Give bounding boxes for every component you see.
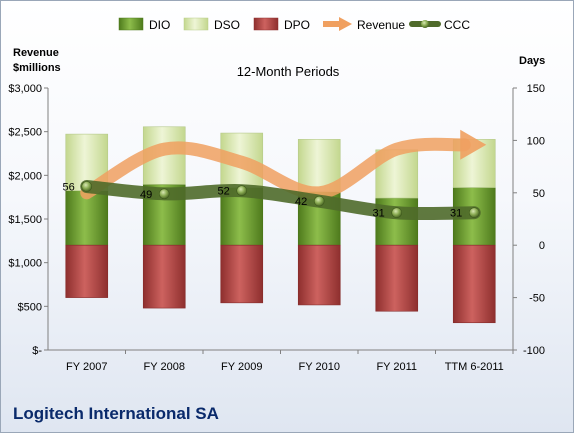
- left-axis-ticks: $- $500 $1,000 $1,500 $2,000 $2,500 $3,000: [8, 83, 48, 357]
- ccc-point: [313, 195, 325, 207]
- ccc-series: [80, 180, 481, 221]
- bar-dpo: [297, 244, 341, 306]
- bar-dpo: [452, 244, 496, 324]
- bar-dpo: [375, 244, 419, 312]
- legend: DIO DSO DPO Revenue CCC: [118, 17, 470, 32]
- legend-label-dpo: DPO: [284, 18, 310, 32]
- right-tick-label: 50: [533, 188, 545, 200]
- x-tick-label: FY 2011: [376, 361, 417, 373]
- ccc-point: [391, 207, 403, 219]
- legend-label-revenue: Revenue: [357, 18, 405, 32]
- company-name: Logitech International SA: [13, 404, 219, 423]
- ccc-line-path: [80, 180, 481, 221]
- bar-dpo: [142, 244, 186, 309]
- legend-swatch-revenue: [323, 17, 352, 31]
- left-tick-label: $-: [32, 345, 42, 357]
- ccc-point: [81, 181, 93, 192]
- legend-swatch-dpo: [253, 17, 279, 31]
- ccc-data-label: 31: [450, 208, 462, 220]
- right-tick-label: 100: [527, 135, 545, 147]
- revenue-series: [80, 129, 487, 200]
- right-axis-ticks: -100 -50 0 50 100 150: [513, 83, 545, 357]
- legend-swatch-dio: [118, 17, 144, 31]
- data-labels: 56 49 52 42 31 31: [63, 182, 463, 220]
- x-axis-ticks: FY 2007 FY 2008 FY 2009 FY 2010 FY 2011 TTM 6…: [66, 350, 514, 373]
- left-tick-label: $2,500: [8, 127, 42, 139]
- x-tick-label: FY 2010: [299, 361, 340, 373]
- ccc-data-label: 42: [295, 196, 307, 208]
- ccc-point: [158, 188, 170, 200]
- left-axis-title-line2: $millions: [13, 62, 61, 74]
- ccc-data-label: 49: [140, 189, 152, 201]
- revenue-arrow-head: [460, 129, 487, 160]
- legend-swatch-dso: [183, 17, 209, 31]
- revenue-line-path: [80, 137, 471, 200]
- left-axis-title-line1: Revenue: [13, 47, 59, 59]
- ccc-point: [236, 185, 248, 197]
- legend-label-dio: DIO: [149, 18, 170, 32]
- x-tick-label: TTM 6-2011: [445, 361, 504, 373]
- ccc-data-label: 52: [218, 186, 230, 198]
- bar-dpo: [220, 244, 264, 304]
- legend-swatch-ccc: [409, 20, 441, 28]
- right-tick-label: -50: [529, 293, 545, 305]
- x-tick-label: FY 2008: [144, 361, 185, 373]
- left-tick-label: $3,000: [8, 83, 42, 95]
- left-tick-label: $1,500: [8, 214, 42, 226]
- bar-dio: [65, 190, 109, 246]
- left-tick-label: $500: [18, 301, 42, 313]
- right-tick-label: -100: [523, 345, 545, 357]
- bars: [65, 126, 496, 324]
- legend-label-dso: DSO: [214, 18, 240, 32]
- right-axis-title: Days: [519, 55, 545, 67]
- bar-dpo: [65, 244, 109, 298]
- right-tick-label: 0: [539, 240, 545, 252]
- x-tick-label: FY 2007: [66, 361, 107, 373]
- legend-label-ccc: CCC: [444, 18, 470, 32]
- chart-title: 12-Month Periods: [237, 64, 340, 79]
- x-tick-label: FY 2009: [221, 361, 262, 373]
- left-tick-label: $2,000: [8, 170, 42, 182]
- left-tick-label: $1,000: [8, 258, 42, 270]
- right-tick-label: 150: [527, 83, 545, 95]
- ccc-data-label: 31: [373, 208, 385, 220]
- ccc-point: [468, 207, 480, 219]
- ccc-data-label: 56: [63, 182, 75, 194]
